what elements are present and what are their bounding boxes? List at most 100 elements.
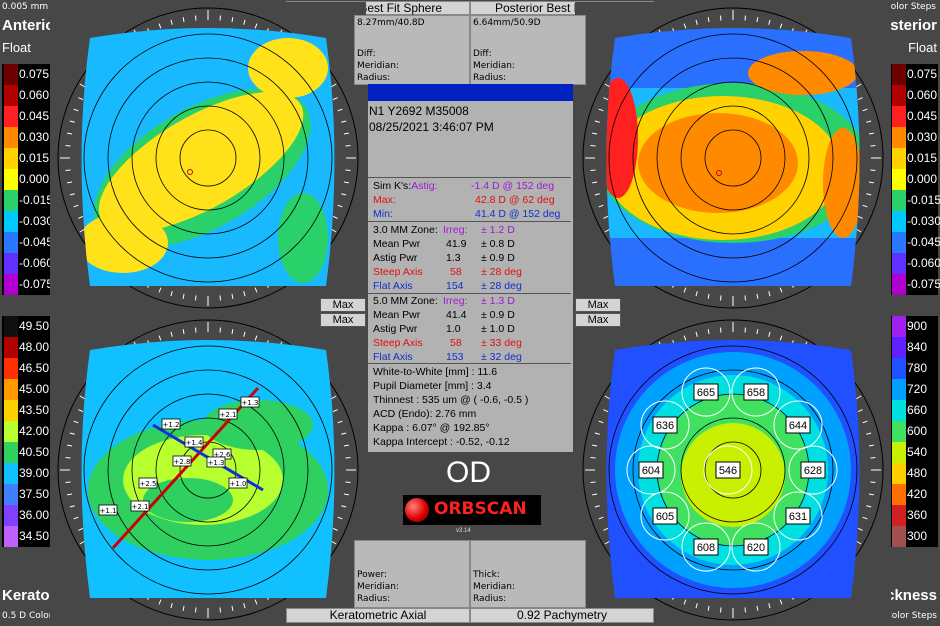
pachy-ring <box>731 367 781 417</box>
kerato-value-box <box>228 477 248 489</box>
power-radius: Radius: <box>357 594 391 604</box>
map-ring <box>179 129 237 187</box>
anterior-float-map[interactable] <box>50 2 366 314</box>
scale-swatch <box>892 190 906 211</box>
scale-row: -0.015 <box>890 190 940 211</box>
scale-row: 300 <box>890 526 938 547</box>
scale-row: 900 <box>890 316 938 337</box>
dial-tick <box>158 599 162 605</box>
kerato-value: +2.5 <box>140 480 157 488</box>
dial-tick <box>868 493 874 496</box>
scale-swatch <box>4 316 18 337</box>
map-ring <box>131 81 285 235</box>
scale-swatch <box>4 253 18 274</box>
pachymetry-button[interactable]: 0.92 Pachymetry <box>470 608 654 623</box>
thick-label: Thick: <box>473 570 500 580</box>
cornea-surface <box>81 28 335 286</box>
scale-row: -0.030 <box>2 211 53 232</box>
dial-tick <box>158 23 162 29</box>
dial-tick <box>343 493 349 496</box>
scale-label: 0.015 <box>19 151 50 165</box>
scale-label: 840 <box>907 340 928 354</box>
dial-tick <box>332 527 338 531</box>
scale-swatch <box>892 211 906 232</box>
scale-row: 0.030 <box>2 127 50 148</box>
z3-astig-pwr: 1.3 <box>446 252 461 264</box>
z5-mean-pwr: 41.4 <box>446 309 467 321</box>
dial-tick <box>337 204 343 208</box>
scale-label: -0.060 <box>907 256 940 270</box>
scale-label: 0.045 <box>907 109 938 123</box>
posterior-float-scale: 0.075 0.060 0.045 0.030 0.015 0.000 -0.015 -0.0… <box>890 64 940 295</box>
dial-tick <box>862 108 868 112</box>
pachy-value: 631 <box>789 511 807 523</box>
dial-tick <box>683 23 687 29</box>
scale-row: 0.060 <box>2 85 50 106</box>
dial-tick <box>182 329 185 335</box>
thickness-map[interactable]: 665 658 636 644 604 546 628 605 631 608 620 <box>575 314 891 626</box>
scale-row: -0.075 <box>890 274 940 295</box>
scale-label: 0.060 <box>907 88 938 102</box>
scale-label: 0.000 <box>19 172 50 186</box>
info-header-bar <box>368 84 573 101</box>
max-button-posterior[interactable]: Max <box>575 298 621 312</box>
scale-swatch <box>892 148 906 169</box>
scale-label: 43.50 <box>19 403 50 417</box>
scale-label: -0.015 <box>19 193 54 207</box>
scale-row: 540 <box>890 442 938 463</box>
max-button-keratometric[interactable]: Max <box>320 313 366 327</box>
dial-tick <box>69 432 75 435</box>
scale-swatch <box>4 106 18 127</box>
z5-astig-pwr: 1.0 <box>446 323 461 335</box>
float-zone-orange2 <box>748 51 858 95</box>
scale-swatch <box>4 379 18 400</box>
z3-flat-axis: 154 <box>446 280 464 292</box>
scale-row: -0.030 <box>890 211 940 232</box>
dial-tick <box>78 97 84 101</box>
keratometric-axial-button[interactable]: Keratometric Axial <box>286 608 470 623</box>
scale-label: 0.075 <box>19 67 50 81</box>
scale-row: 0.015 <box>890 148 938 169</box>
scale-row: 480 <box>890 463 938 484</box>
thinnest: Thinnest : 535 um @ ( -0.6, -0.5 ) <box>373 394 529 406</box>
pachy-ring <box>681 522 731 572</box>
kerato-value: +2.6 <box>214 451 232 459</box>
scale-label: -0.060 <box>19 256 54 270</box>
scale-row: 34.50 <box>2 526 50 547</box>
dial-tick <box>592 444 598 447</box>
pachy-ring <box>773 400 823 450</box>
scale-swatch <box>4 505 18 526</box>
dial-tick <box>707 17 710 23</box>
posterior-float-map[interactable] <box>575 2 891 314</box>
dial-ring <box>582 7 884 309</box>
scale-row: 840 <box>890 337 938 358</box>
pachy-value: 608 <box>697 542 715 554</box>
dial-tick <box>603 409 609 413</box>
dial-tick <box>254 23 258 29</box>
pachy-ring <box>788 445 838 495</box>
pachy-value: 620 <box>747 542 765 554</box>
kerato-value-box <box>240 396 260 408</box>
z5-label: 5.0 MM Zone: <box>373 295 438 307</box>
dial-tick <box>254 335 258 341</box>
dial-tick <box>67 444 73 447</box>
dial-tick <box>862 516 868 520</box>
posterior-subtitle: Float <box>908 40 937 55</box>
dial-tick <box>67 181 73 184</box>
dial-tick <box>78 215 84 219</box>
dial-tick <box>67 493 73 496</box>
z3-mean-pwr-pm: ± 0.8 D <box>481 238 515 250</box>
dial-tick <box>73 108 79 112</box>
map-ring <box>704 129 762 187</box>
dial-tick <box>603 215 609 219</box>
simk-min-value: 41.4 D @ 152 deg <box>475 208 561 220</box>
dial-tick <box>603 97 609 101</box>
dial-tick <box>866 193 872 196</box>
z3-steep-axis-label: Steep Axis <box>373 266 423 278</box>
dial-tick <box>862 420 868 424</box>
max-button-anterior[interactable]: Max <box>320 298 366 312</box>
dial-tick <box>594 432 600 435</box>
keratometric-map[interactable]: +1.3 +2.1 +1.2 +1.4 +2.6 +2.8 +1.3 +2.5 +1.0 +2.1… <box>50 314 366 626</box>
scale-row: -0.045 <box>890 232 940 253</box>
max-button-thickness[interactable]: Max <box>575 313 621 327</box>
